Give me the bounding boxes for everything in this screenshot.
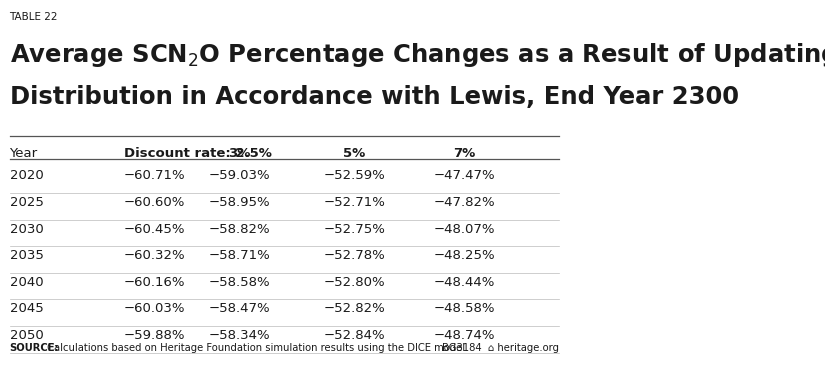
- Text: −52.80%: −52.80%: [323, 276, 385, 289]
- Text: Average SCN$_2$O Percentage Changes as a Result of Updating ECS: Average SCN$_2$O Percentage Changes as a…: [10, 41, 825, 69]
- Text: 2045: 2045: [10, 302, 43, 315]
- Text: −52.71%: −52.71%: [323, 196, 385, 209]
- Text: −48.25%: −48.25%: [433, 249, 495, 262]
- Text: 2030: 2030: [10, 222, 43, 236]
- Text: −52.59%: −52.59%: [323, 169, 385, 182]
- Text: −60.71%: −60.71%: [124, 169, 186, 182]
- Text: −58.58%: −58.58%: [208, 276, 270, 289]
- Text: 3%: 3%: [228, 147, 250, 160]
- Text: 2040: 2040: [10, 276, 43, 289]
- Text: −47.47%: −47.47%: [433, 169, 495, 182]
- Text: −58.82%: −58.82%: [208, 222, 270, 236]
- Text: 7%: 7%: [453, 147, 475, 160]
- Text: −48.74%: −48.74%: [433, 329, 495, 342]
- Text: −58.47%: −58.47%: [208, 302, 270, 315]
- Text: −60.16%: −60.16%: [124, 276, 186, 289]
- Text: −60.60%: −60.60%: [124, 196, 185, 209]
- Text: −58.71%: −58.71%: [208, 249, 270, 262]
- Text: 2020: 2020: [10, 169, 43, 182]
- Text: −59.88%: −59.88%: [124, 329, 186, 342]
- Text: 2035: 2035: [10, 249, 44, 262]
- Text: Calculations based on Heritage Foundation simulation results using the DICE mode: Calculations based on Heritage Foundatio…: [44, 343, 469, 353]
- Text: −60.45%: −60.45%: [124, 222, 186, 236]
- Text: −58.95%: −58.95%: [208, 196, 270, 209]
- Text: TABLE 22: TABLE 22: [10, 12, 58, 22]
- Text: Year: Year: [10, 147, 38, 160]
- Text: BG3184  ⌂ heritage.org: BG3184 ⌂ heritage.org: [441, 343, 559, 353]
- Text: 2050: 2050: [10, 329, 43, 342]
- Text: −48.07%: −48.07%: [433, 222, 495, 236]
- Text: −52.82%: −52.82%: [323, 302, 385, 315]
- Text: −58.34%: −58.34%: [208, 329, 270, 342]
- Text: 2025: 2025: [10, 196, 44, 209]
- Text: 5%: 5%: [343, 147, 365, 160]
- Text: −59.03%: −59.03%: [208, 169, 270, 182]
- Text: −47.82%: −47.82%: [433, 196, 495, 209]
- Text: −48.44%: −48.44%: [433, 276, 495, 289]
- Text: −52.84%: −52.84%: [323, 329, 385, 342]
- Text: −60.32%: −60.32%: [124, 249, 186, 262]
- Text: −48.58%: −48.58%: [433, 302, 495, 315]
- Text: Discount rate: 2.5%: Discount rate: 2.5%: [124, 147, 271, 160]
- Text: −60.03%: −60.03%: [124, 302, 186, 315]
- Text: −52.75%: −52.75%: [323, 222, 385, 236]
- Text: −52.78%: −52.78%: [323, 249, 385, 262]
- Text: SOURCE:: SOURCE:: [10, 343, 59, 353]
- Text: Distribution in Accordance with Lewis, End Year 2300: Distribution in Accordance with Lewis, E…: [10, 85, 738, 109]
